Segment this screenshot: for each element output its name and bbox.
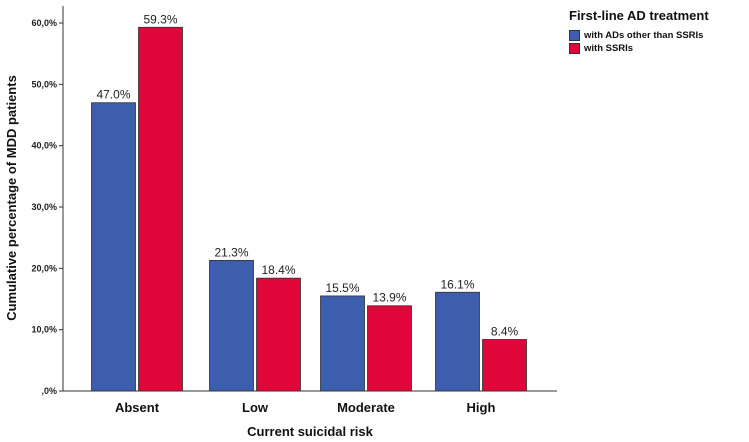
x-category-absent: Absent [115,400,160,415]
legend: First-line AD treatment with ADs other t… [569,8,709,55]
legend-swatch-other-ads [569,30,580,41]
x-category-moderate: Moderate [337,400,395,415]
x-category-low: Low [242,400,269,415]
data-label-other-ads-absent: 47.0% [96,88,130,102]
data-label-other-ads-moderate: 15.5% [325,281,359,295]
bar-other-ads-high [435,291,480,392]
y-tick-label: 20,0% [31,263,57,273]
y-tick-label: 10,0% [31,325,57,335]
x-axis-title: Current suicidal risk [247,424,373,439]
data-label-other-ads-high: 16.1% [440,277,474,291]
legend-title: First-line AD treatment [569,8,709,23]
bar-other-ads-low [209,259,254,392]
data-label-ssris-high: 8.4% [491,324,519,338]
y-ticks: ,0% 10,0% 20,0% 30,0% 40,0% 50,0% 60,0% [31,18,63,396]
bar-ssris-high [482,339,527,392]
legend-label-other-ads: with ADs other than SSRIs [584,30,704,41]
x-category-labels: Absent Low Moderate High [115,400,496,415]
legend-label-ssris: with SSRIs [584,43,634,54]
data-label-ssris-low: 18.4% [261,263,295,277]
legend-item-ssris: with SSRIs [569,42,709,55]
y-tick-label: 60,0% [31,18,57,28]
bars [91,26,527,392]
bar-ssris-low [256,277,301,392]
legend-item-other-ads: with ADs other than SSRIs [569,29,709,42]
y-axis-title: Cumulative percentage of MDD patients [4,75,19,321]
bar-other-ads-moderate [320,295,365,392]
data-labels: 47.0% 59.3% 21.3% 18.4% 15.5% 13.9% 16.1% 8.4% [96,12,518,338]
bar-ssris-moderate [367,305,412,392]
data-label-other-ads-low: 21.3% [214,245,248,259]
y-tick-label: ,0% [41,386,57,396]
y-tick-label: 50,0% [31,79,57,89]
data-label-ssris-moderate: 13.9% [372,291,406,305]
axes [62,6,557,392]
y-tick-label: 30,0% [31,202,57,212]
legend-swatch-ssris [569,43,580,54]
x-category-high: High [467,400,496,415]
bar-ssris-absent [138,26,183,392]
data-label-ssris-absent: 59.3% [143,12,177,26]
y-tick-label: 40,0% [31,141,57,151]
bar-other-ads-absent [91,102,136,392]
